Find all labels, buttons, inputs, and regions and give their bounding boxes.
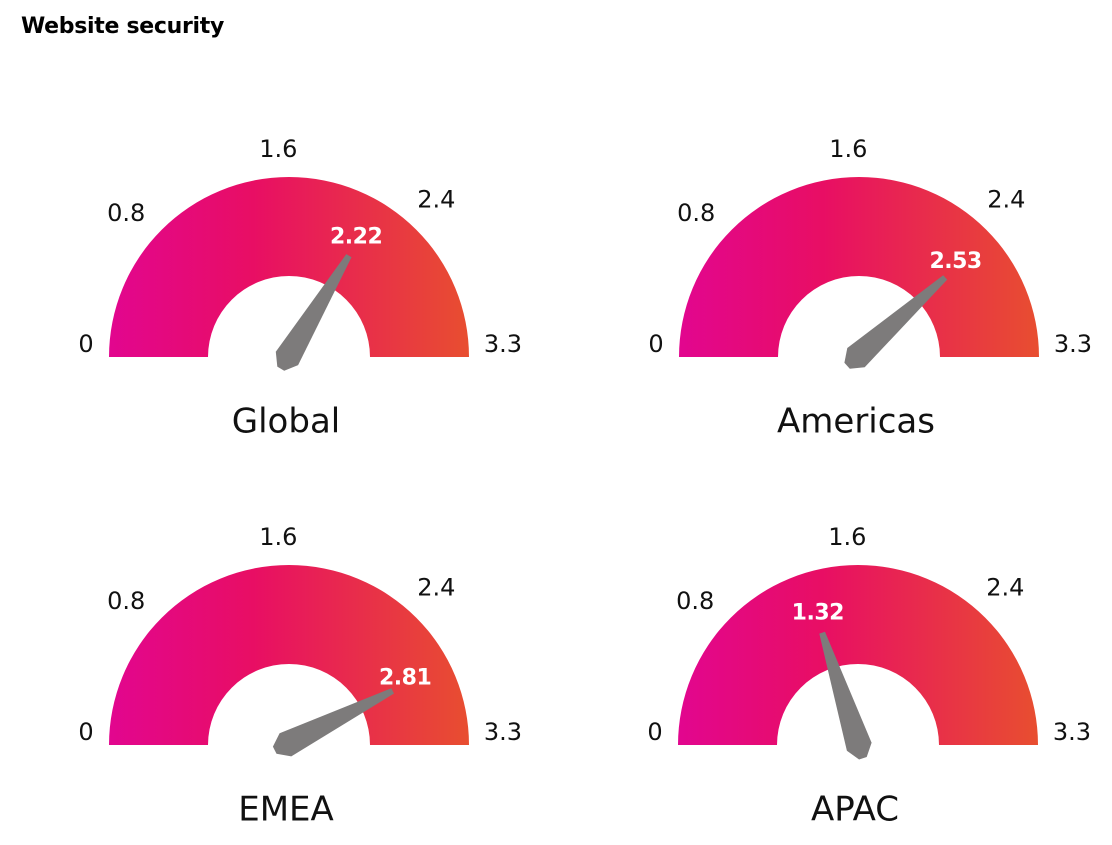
gauge-value-label: 2.53 xyxy=(929,249,981,274)
tick-label: 1.6 xyxy=(828,523,866,551)
gauge-arc xyxy=(109,177,469,357)
tick-label: 0.8 xyxy=(677,199,715,227)
tick-label: 0.8 xyxy=(107,199,145,227)
tick-label: 1.6 xyxy=(829,135,867,163)
gauge-needle xyxy=(275,254,352,371)
gauge-region-label: Americas xyxy=(777,402,935,442)
gauge-region-label: APAC xyxy=(811,790,899,830)
gauge-value-label: 2.22 xyxy=(330,225,382,250)
gauge-arc xyxy=(679,177,1039,357)
tick-label: 2.4 xyxy=(987,186,1025,214)
tick-label: 0.8 xyxy=(676,587,714,615)
gauge-arc xyxy=(109,565,469,745)
page-title: Website security xyxy=(21,14,225,39)
tick-label: 0 xyxy=(78,330,93,358)
tick-label: 2.4 xyxy=(417,186,455,214)
tick-label: 1.6 xyxy=(259,135,297,163)
gauge-needle xyxy=(819,631,872,760)
tick-label: 0 xyxy=(648,330,663,358)
gauge-region-label: EMEA xyxy=(238,790,334,830)
gauge-value-label: 1.32 xyxy=(792,600,844,625)
gauge-emea: 0 0.8 1.6 2.4 3.3 2.81 EMEA xyxy=(78,523,522,829)
tick-label: 3.3 xyxy=(484,718,522,746)
gauge-needle xyxy=(272,688,394,757)
gauge-global: 0 0.8 1.6 2.4 3.3 2.22 Global xyxy=(78,135,522,441)
gauge-needle xyxy=(844,275,948,369)
tick-label: 3.3 xyxy=(1054,330,1092,358)
tick-label: 0 xyxy=(647,718,662,746)
tick-label: 2.4 xyxy=(986,574,1024,602)
gauge-value-label: 2.81 xyxy=(379,666,431,691)
tick-label: 3.3 xyxy=(1053,718,1091,746)
tick-label: 1.6 xyxy=(259,523,297,551)
gauge-apac: 0 0.8 1.6 2.4 3.3 1.32 APAC xyxy=(647,523,1091,829)
gauge-americas: 0 0.8 1.6 2.4 3.3 2.53 Americas xyxy=(648,135,1092,441)
gauge-arc xyxy=(678,565,1038,745)
tick-label: 3.3 xyxy=(484,330,522,358)
tick-label: 2.4 xyxy=(417,574,455,602)
tick-label: 0 xyxy=(78,718,93,746)
gauge-region-label: Global xyxy=(232,402,340,442)
tick-label: 0.8 xyxy=(107,587,145,615)
